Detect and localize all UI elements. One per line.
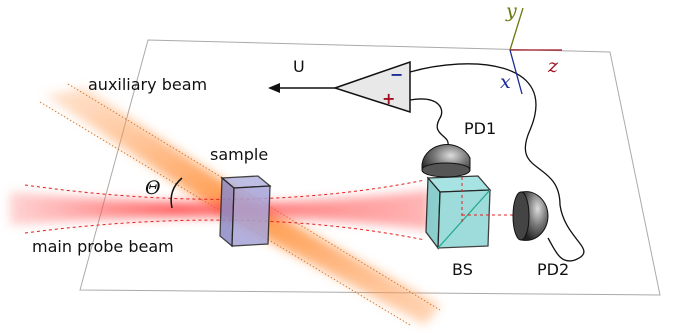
label: PD1 bbox=[464, 119, 496, 138]
axis-label: x bbox=[500, 71, 511, 93]
label: PD2 bbox=[537, 260, 569, 279]
axis-label: y bbox=[505, 0, 517, 22]
arrowhead bbox=[268, 83, 280, 93]
label: BS bbox=[452, 260, 473, 279]
label: main probe beam bbox=[32, 237, 174, 256]
sample-cube bbox=[220, 176, 270, 246]
plus-sign: + bbox=[382, 89, 395, 108]
wire bbox=[410, 99, 448, 145]
page: − + y z x auxiliary beam U PD1 sample Θ … bbox=[0, 0, 678, 333]
axis-x bbox=[510, 50, 522, 94]
label: U bbox=[293, 57, 305, 76]
photodiode-base bbox=[422, 163, 470, 177]
photodiode-base bbox=[513, 192, 529, 240]
label: Θ bbox=[145, 177, 161, 199]
axis-label: z bbox=[547, 55, 559, 77]
beam-splitter bbox=[426, 176, 490, 248]
diagram: − + y z x auxiliary beam U PD1 sample Θ … bbox=[0, 0, 678, 333]
label: auxiliary beam bbox=[88, 75, 207, 94]
label: sample bbox=[210, 145, 268, 164]
minus-sign: − bbox=[390, 65, 403, 84]
